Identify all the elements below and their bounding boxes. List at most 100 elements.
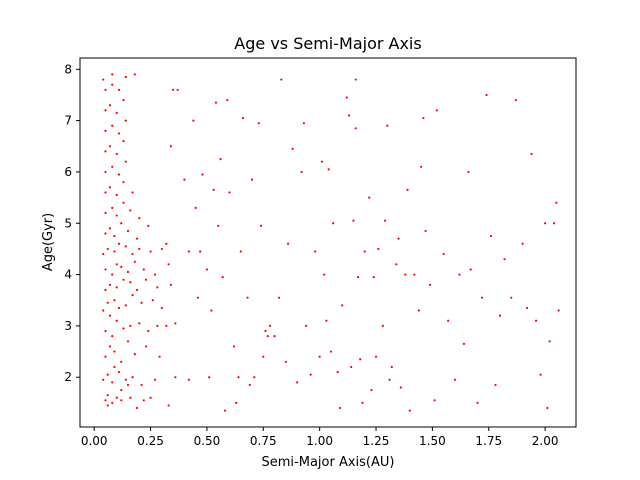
x-tick-label: 0.50 bbox=[194, 434, 221, 448]
data-point bbox=[259, 224, 263, 227]
data-point bbox=[217, 224, 220, 227]
data-point bbox=[489, 234, 493, 238]
data-point bbox=[169, 145, 172, 148]
data-point bbox=[142, 399, 145, 402]
data-point bbox=[363, 250, 366, 253]
data-point bbox=[424, 229, 427, 233]
data-point bbox=[167, 404, 170, 407]
data-point bbox=[115, 263, 118, 266]
data-point bbox=[158, 355, 161, 358]
data-point bbox=[106, 373, 109, 376]
x-tick-label: 1.75 bbox=[475, 434, 502, 448]
data-point bbox=[120, 265, 123, 268]
data-point bbox=[104, 150, 107, 153]
data-point bbox=[104, 109, 107, 112]
data-point bbox=[165, 324, 168, 327]
data-point bbox=[302, 122, 305, 125]
data-point bbox=[169, 283, 172, 286]
data-point bbox=[115, 319, 118, 322]
data-point bbox=[138, 247, 141, 251]
data-point bbox=[106, 404, 109, 407]
data-point bbox=[129, 324, 132, 327]
data-point bbox=[117, 306, 121, 310]
data-point bbox=[174, 322, 177, 325]
data-point bbox=[120, 360, 123, 363]
data-point bbox=[433, 399, 436, 402]
data-point bbox=[239, 250, 242, 253]
data-point bbox=[124, 160, 127, 163]
data-point bbox=[417, 309, 420, 312]
data-point bbox=[422, 116, 425, 120]
data-point bbox=[122, 278, 125, 281]
data-point bbox=[104, 170, 107, 174]
chart-title: Age vs Semi-Major Axis bbox=[234, 34, 421, 53]
x-axis-label: Semi-Major Axis(AU) bbox=[262, 455, 395, 470]
data-point bbox=[149, 396, 152, 399]
data-point bbox=[327, 168, 330, 171]
data-point bbox=[153, 378, 157, 381]
data-point bbox=[106, 247, 109, 251]
data-point bbox=[140, 301, 143, 304]
data-point bbox=[429, 283, 432, 286]
data-point bbox=[113, 250, 116, 253]
data-point bbox=[453, 378, 457, 381]
y-tick-label: 7 bbox=[64, 114, 72, 128]
y-axis-ticks: 2 3 4 5 6 7 8 bbox=[64, 62, 80, 384]
y-tick-label: 3 bbox=[64, 319, 72, 333]
data-point bbox=[273, 335, 276, 338]
data-point bbox=[458, 273, 461, 276]
data-point bbox=[201, 173, 204, 176]
data-point bbox=[104, 399, 107, 402]
x-tick-label: 0.25 bbox=[137, 434, 164, 448]
data-point bbox=[122, 98, 125, 102]
data-point bbox=[356, 276, 360, 279]
x-tick-label: 1.50 bbox=[419, 434, 446, 448]
data-point bbox=[133, 73, 136, 76]
data-point bbox=[104, 211, 107, 215]
data-point bbox=[183, 178, 186, 181]
data-point bbox=[131, 191, 134, 194]
data-point bbox=[115, 152, 118, 156]
data-point bbox=[129, 396, 132, 399]
y-axis-label: Age(Gyr) bbox=[41, 213, 56, 271]
x-tick-label: 1.00 bbox=[306, 434, 333, 448]
data-point bbox=[133, 260, 136, 263]
data-point bbox=[544, 222, 547, 225]
data-point bbox=[219, 158, 222, 161]
data-point bbox=[108, 283, 112, 286]
data-point bbox=[115, 396, 118, 399]
data-point bbox=[156, 324, 159, 327]
data-point bbox=[142, 268, 145, 271]
data-point bbox=[153, 273, 157, 276]
data-point bbox=[117, 242, 121, 245]
data-point bbox=[104, 268, 107, 271]
data-point bbox=[539, 373, 542, 376]
data-point bbox=[122, 140, 125, 143]
data-point bbox=[111, 381, 114, 384]
data-point bbox=[228, 191, 231, 194]
x-tick-label: 0.00 bbox=[81, 434, 108, 448]
data-point bbox=[435, 109, 438, 112]
data-point bbox=[108, 186, 112, 189]
data-point bbox=[480, 296, 484, 299]
data-point bbox=[113, 365, 116, 369]
data-point bbox=[113, 299, 116, 302]
data-point bbox=[390, 365, 393, 369]
data-point bbox=[117, 370, 121, 374]
data-point bbox=[296, 381, 299, 384]
data-point bbox=[210, 309, 213, 312]
data-point bbox=[138, 217, 141, 220]
data-point bbox=[320, 160, 324, 163]
data-point bbox=[345, 96, 348, 99]
data-point bbox=[113, 234, 116, 238]
data-point bbox=[122, 327, 125, 330]
data-point bbox=[108, 227, 112, 230]
data-point bbox=[104, 191, 107, 194]
data-point bbox=[212, 188, 215, 191]
data-point bbox=[359, 358, 362, 361]
data-point bbox=[165, 242, 168, 245]
data-point bbox=[250, 178, 254, 181]
data-point bbox=[368, 196, 371, 199]
data-point bbox=[361, 401, 364, 404]
